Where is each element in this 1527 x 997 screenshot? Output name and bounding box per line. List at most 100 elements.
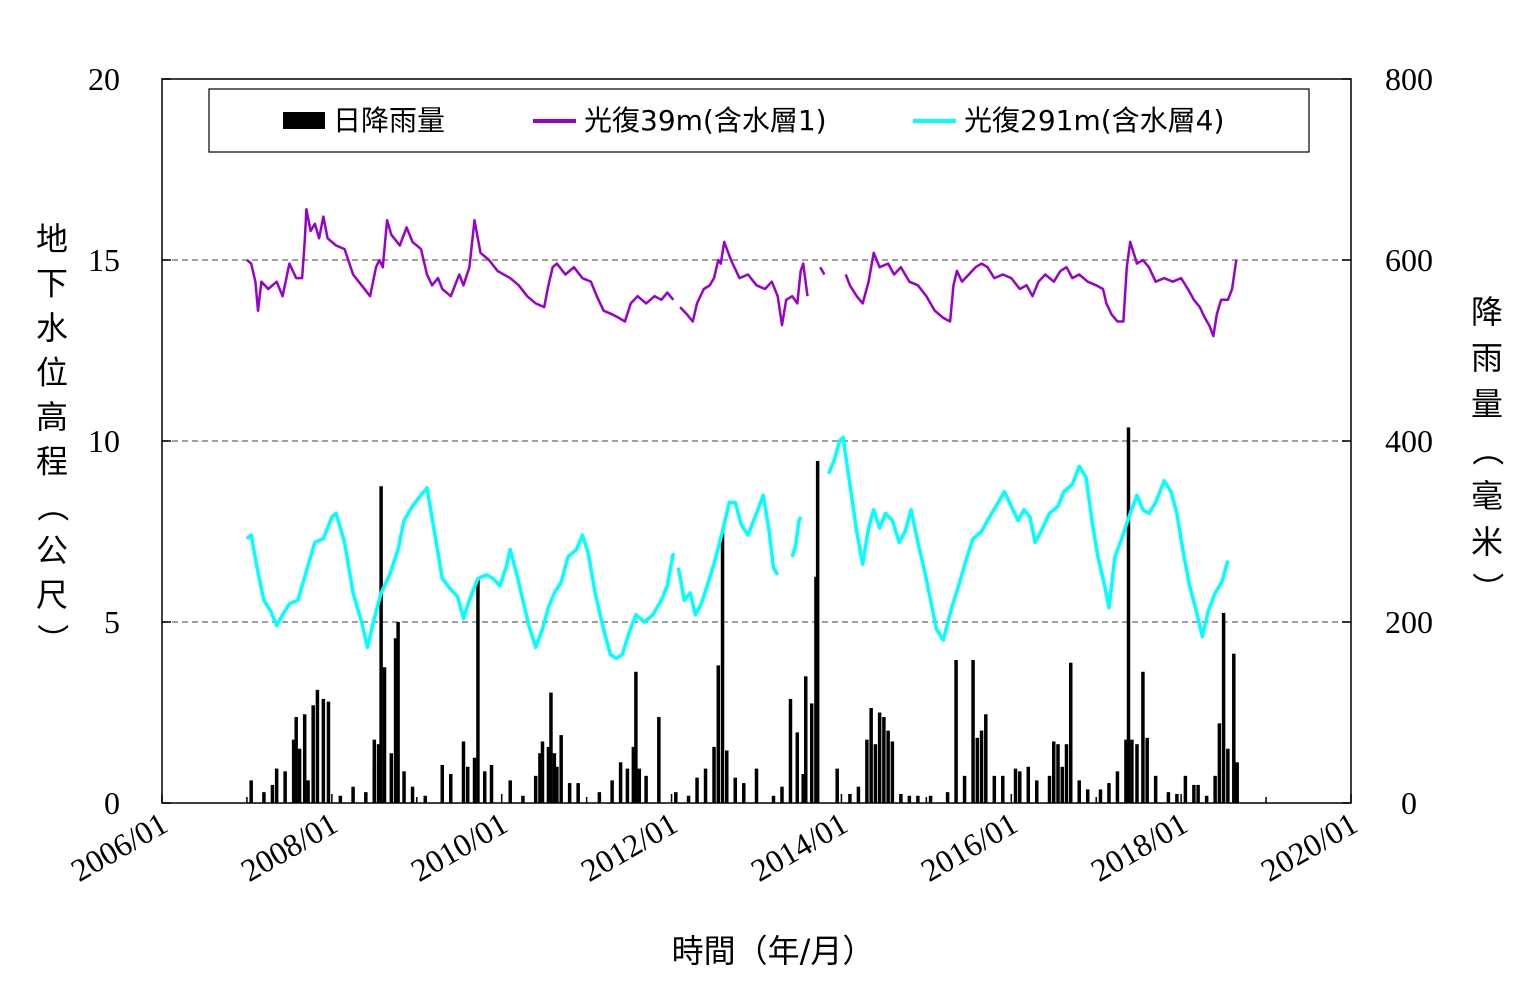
left-y-axis-title-char: 公 [36, 532, 68, 570]
right-y-axis-title-char: （ [1468, 434, 1506, 466]
rainfall-bar [402, 771, 406, 803]
rainfall-bar [559, 735, 563, 803]
rainfall-bar [618, 762, 623, 803]
rainfall-bar [546, 746, 551, 803]
rainfall-bar [270, 784, 275, 803]
well291-line [245, 486, 676, 660]
rainfall-bar [482, 771, 487, 803]
rainfall-bar [686, 795, 691, 803]
rainfall-bar [338, 795, 343, 803]
rainfall-bar [1175, 793, 1179, 803]
rainfall-bar [804, 676, 808, 803]
rainfall-bar [302, 714, 307, 803]
rainfall-bar [631, 746, 636, 803]
rainfall-bar [1221, 612, 1226, 803]
rainfall-bar [674, 792, 678, 803]
rainfall-bar [1232, 653, 1236, 803]
x-tick-label: 2010/01 [405, 805, 514, 889]
rainfall-bar [249, 780, 253, 803]
rainfall-bar [372, 739, 377, 803]
rainfall-bar [1213, 775, 1217, 803]
rainfall-bar [521, 795, 525, 803]
rainfall-bar [856, 786, 861, 803]
rainfall-bar [1085, 789, 1090, 803]
right-y-tick-label: 800 [1385, 61, 1433, 97]
left-y-tick-label: 0 [104, 785, 120, 821]
well39-line [679, 240, 809, 327]
rainfall-bar [1166, 792, 1171, 803]
rainfall-bar [869, 707, 873, 803]
rainfall-bar [979, 730, 984, 803]
rainfall-bar [1052, 741, 1056, 803]
gridlines [162, 259, 1351, 623]
rainfall-bar [283, 771, 287, 803]
rainfall-bar [321, 698, 326, 803]
x-tick-label: 2016/01 [915, 805, 1024, 889]
legend: 日降雨量 光復39m(含水層1) 光復291m(含水層4) [208, 88, 1310, 153]
well39-line [819, 266, 826, 276]
rainfall-bar [1115, 771, 1120, 803]
left-y-axis-title-char: 高 [36, 398, 68, 436]
rainfall-bar [1226, 748, 1230, 803]
rainfall-bar [716, 665, 721, 803]
rainfall-bar [326, 701, 331, 803]
right-y-tick-label: 400 [1385, 423, 1433, 459]
rainfall-bar [634, 671, 638, 803]
right-y-tick-label: 600 [1385, 242, 1433, 278]
rainfall-bars [249, 427, 1239, 803]
left-y-axis-title-char: 地 [36, 220, 68, 258]
rainfall-bar [476, 578, 480, 803]
rainfall-bar [291, 739, 296, 803]
rainfall-bar [552, 753, 557, 803]
rainfall-bar [379, 486, 383, 803]
rainfall-bar [440, 764, 445, 803]
rainfall-bar [297, 748, 302, 803]
rainfall-bar [754, 768, 759, 803]
rainfall-bar [1196, 784, 1200, 803]
rainfall-bar [625, 768, 630, 803]
rainfall-bar [376, 744, 381, 803]
left-y-axis-title-char: 位 [36, 354, 68, 392]
rainfall-bar [928, 795, 933, 803]
x-axis-title: 時間（年/月） [672, 932, 875, 970]
axis-ticks [161, 78, 1352, 804]
rainfall-bar [865, 739, 869, 803]
left-y-axis-title-char: 尺 [36, 576, 68, 614]
rainfall-bar [1077, 780, 1081, 803]
rainfall-bar [1047, 775, 1052, 803]
left-y-tick-labels: 0 5 10 15 20 [88, 61, 120, 821]
left-y-tick-label: 10 [88, 423, 120, 459]
rainfall-bar [396, 622, 400, 803]
x-tick-labels: 2006/01 2008/01 2010/01 2012/01 2014/01 … [65, 805, 1364, 889]
rainfall-bar [742, 783, 746, 803]
well39-line [844, 240, 1238, 338]
rainfall-bar [393, 638, 398, 803]
rainfall-bar [576, 783, 580, 803]
right-y-axis-title-char: 量 [1471, 385, 1503, 423]
rainfall-bar [1183, 775, 1188, 803]
rainfall-bar [873, 744, 878, 803]
legend-label-rain: 日降雨量 [333, 104, 445, 137]
rainfall-bar [1107, 783, 1111, 803]
rainfall-bar [423, 795, 428, 803]
rainfall-bar [382, 667, 387, 803]
legend-label-well291: 光復291m(含水層4) [964, 104, 1224, 137]
rainfall-bar [1145, 737, 1149, 803]
left-y-axis-title-char: （ [33, 490, 71, 522]
x-tick-label: 2008/01 [235, 805, 344, 889]
rainfall-bar [695, 777, 699, 803]
rainfall-bar [1098, 789, 1103, 803]
rainfall-bar [975, 737, 980, 803]
rainfall-bar [882, 717, 886, 803]
rainfall-bar [962, 775, 967, 803]
rainfall-bar [801, 774, 805, 803]
rainfall-bar [1130, 739, 1134, 803]
rainfall-bar [890, 741, 895, 803]
rainfall-bar [637, 768, 642, 803]
rainfall-bar [274, 768, 279, 803]
left-y-axis-title-char: 水 [36, 309, 68, 347]
rainfall-bar [1204, 795, 1209, 803]
rainfall-bar [788, 698, 793, 803]
